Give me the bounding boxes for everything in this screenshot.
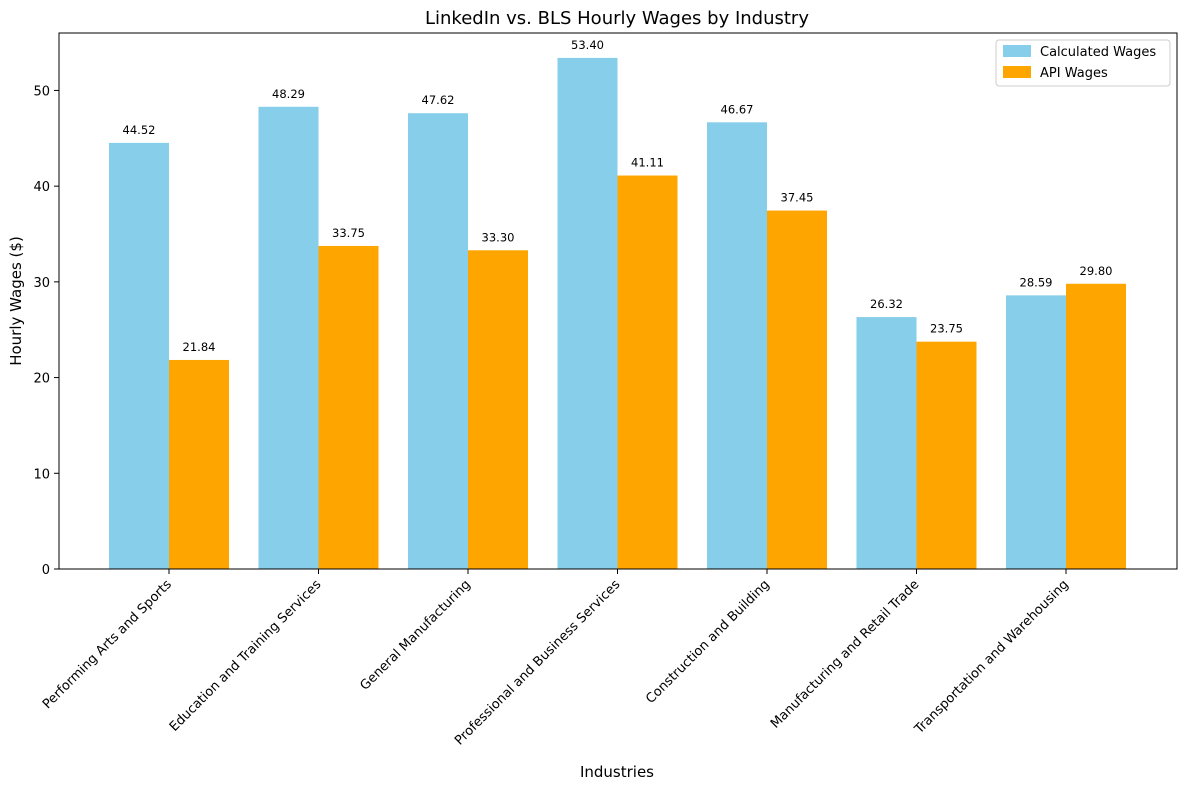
bar bbox=[169, 359, 229, 569]
legend-swatch bbox=[1003, 66, 1031, 78]
bar-value-label: 53.40 bbox=[571, 38, 604, 52]
legend: Calculated Wages API Wages bbox=[995, 39, 1171, 87]
bar-value-label: 29.80 bbox=[1080, 264, 1113, 278]
x-tick-label: Performing Arts and Sports bbox=[40, 577, 175, 712]
x-axis-label: Industries bbox=[580, 763, 654, 781]
bar-value-label: 33.75 bbox=[332, 226, 365, 240]
bar bbox=[1006, 295, 1066, 569]
y-tick-label: 10 bbox=[33, 467, 50, 482]
bar-value-label: 23.75 bbox=[930, 322, 963, 336]
x-tick-label: General Manufacturing bbox=[358, 577, 474, 693]
bar-value-label: 47.62 bbox=[422, 93, 455, 107]
bar-value-label: 44.52 bbox=[123, 123, 156, 137]
plot-area: 0 10 20 30 40 50 44.52 48.29 47.62 53.40 46.67 26.3… bbox=[33, 38, 1126, 748]
x-tick-label: Construction and Building bbox=[643, 577, 773, 707]
y-tick-label: 20 bbox=[33, 372, 50, 387]
bar bbox=[617, 175, 678, 570]
bar-value-label: 28.59 bbox=[1020, 275, 1053, 289]
legend-label: Calculated Wages bbox=[1040, 45, 1156, 60]
plot-frame bbox=[58, 32, 1178, 570]
bar bbox=[557, 57, 618, 570]
legend-box bbox=[995, 39, 1171, 87]
legend-swatch bbox=[1003, 45, 1031, 57]
bar bbox=[468, 250, 528, 569]
bar-value-label: 37.45 bbox=[781, 191, 814, 205]
bar bbox=[258, 106, 319, 569]
bar-value-label: 21.84 bbox=[183, 340, 216, 354]
y-tick-label: 30 bbox=[33, 276, 50, 291]
bar bbox=[707, 122, 767, 570]
bar bbox=[856, 317, 917, 569]
bar bbox=[408, 113, 468, 570]
legend-label: API Wages bbox=[1040, 66, 1108, 81]
bar bbox=[767, 210, 827, 570]
x-tick-label: Manufacturing and Retail Trade bbox=[768, 577, 922, 731]
y-tick-label: 50 bbox=[33, 84, 50, 99]
bar-value-label: 46.67 bbox=[721, 102, 754, 116]
bar bbox=[109, 142, 169, 569]
bar bbox=[1066, 283, 1126, 569]
y-tick-label: 40 bbox=[33, 180, 50, 195]
bar-value-label: 33.30 bbox=[482, 230, 515, 244]
bar-value-label: 26.32 bbox=[870, 297, 903, 311]
x-tick-label: Education and Training Services bbox=[167, 577, 325, 735]
bar bbox=[916, 341, 977, 569]
y-tick-label: 0 bbox=[42, 563, 50, 578]
x-tick-label: Professional and Business Services bbox=[452, 577, 623, 748]
chart-title: LinkedIn vs. BLS Hourly Wages by Industr… bbox=[425, 8, 809, 29]
bar-value-label: 41.11 bbox=[631, 156, 664, 170]
y-axis-label: Hourly Wages ($) bbox=[7, 236, 25, 366]
bar-value-label: 48.29 bbox=[272, 87, 305, 101]
bar bbox=[318, 245, 379, 569]
x-tick-label: Transportation and Warehousing bbox=[911, 577, 1071, 737]
